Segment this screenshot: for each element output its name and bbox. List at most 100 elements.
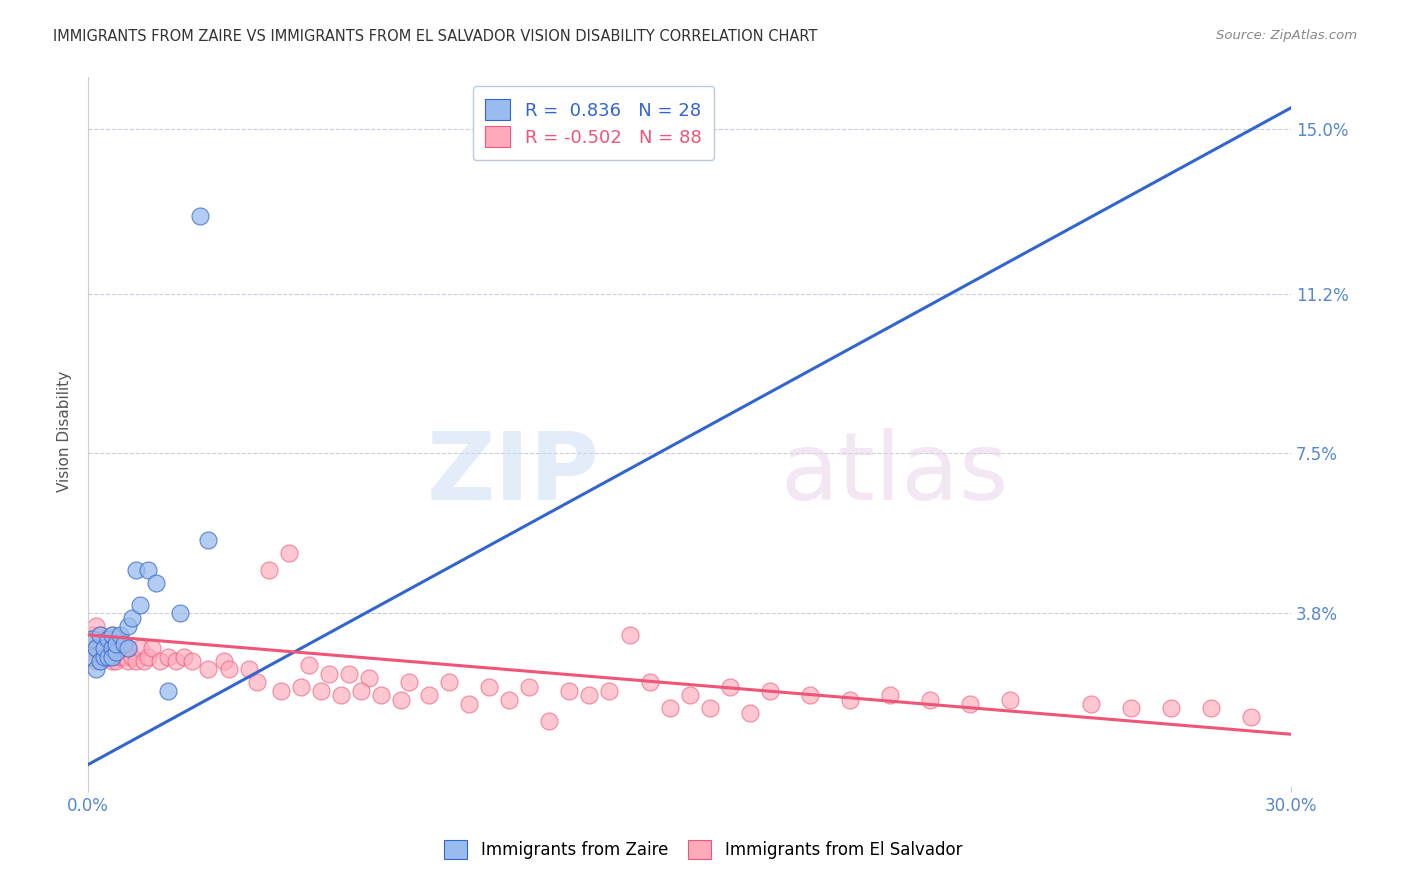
Immigrants from Zaire [84,640,107,655]
Immigrants from Zaire [112,636,135,650]
Immigrants from El Salvador [117,640,139,655]
Immigrants from Zaire [89,628,111,642]
Immigrants from El Salvador [197,663,219,677]
Immigrants from Zaire [84,663,107,677]
Immigrants from El Salvador [105,632,128,647]
Immigrants from El Salvador [398,675,420,690]
Immigrants from El Salvador [1119,701,1142,715]
Immigrants from Zaire [125,563,148,577]
Immigrants from Zaire [82,649,104,664]
Immigrants from El Salvador [149,654,172,668]
Immigrants from El Salvador [93,640,115,655]
Immigrants from El Salvador [110,649,132,664]
Immigrants from El Salvador [84,632,107,647]
Immigrants from El Salvador [181,654,204,668]
Immigrants from El Salvador [329,689,352,703]
Immigrants from Zaire [93,649,115,664]
Immigrants from El Salvador [112,649,135,664]
Immigrants from El Salvador [257,563,280,577]
Immigrants from El Salvador [112,640,135,655]
Immigrants from El Salvador [350,684,373,698]
Immigrants from El Salvador [498,692,520,706]
Immigrants from El Salvador [101,628,124,642]
Immigrants from El Salvador [101,654,124,668]
Immigrants from Zaire [93,640,115,655]
Immigrants from El Salvador [619,628,641,642]
Immigrants from Zaire [117,619,139,633]
Immigrants from Zaire [97,649,120,664]
Immigrants from El Salvador [738,706,761,720]
Immigrants from El Salvador [1160,701,1182,715]
Immigrants from El Salvador [97,632,120,647]
Immigrants from El Salvador [270,684,292,698]
Immigrants from Zaire [105,636,128,650]
Immigrants from El Salvador [125,654,148,668]
Y-axis label: Vision Disability: Vision Disability [58,371,72,492]
Immigrants from El Salvador [478,680,501,694]
Text: ZIP: ZIP [426,428,599,520]
Immigrants from El Salvador [1080,697,1102,711]
Immigrants from El Salvador [165,654,187,668]
Immigrants from El Salvador [97,640,120,655]
Immigrants from El Salvador [538,714,561,729]
Immigrants from El Salvador [959,697,981,711]
Immigrants from El Salvador [1240,710,1263,724]
Immigrants from El Salvador [93,649,115,664]
Immigrants from El Salvador [1000,692,1022,706]
Immigrants from El Salvador [418,689,440,703]
Immigrants from El Salvador [517,680,540,694]
Immigrants from El Salvador [370,689,392,703]
Immigrants from El Salvador [218,663,240,677]
Immigrants from El Salvador [89,645,111,659]
Legend: R =  0.836   N = 28, R = -0.502   N = 88: R = 0.836 N = 28, R = -0.502 N = 88 [472,87,714,160]
Immigrants from Zaire [89,654,111,668]
Immigrants from El Salvador [84,640,107,655]
Immigrants from El Salvador [157,649,180,664]
Immigrants from Zaire [169,607,191,621]
Immigrants from El Salvador [437,675,460,690]
Immigrants from El Salvador [117,654,139,668]
Immigrants from El Salvador [84,619,107,633]
Immigrants from El Salvador [129,640,152,655]
Immigrants from Zaire [197,533,219,547]
Immigrants from El Salvador [93,632,115,647]
Immigrants from El Salvador [1199,701,1222,715]
Immigrants from El Salvador [214,654,236,668]
Immigrants from El Salvador [598,684,620,698]
Immigrants from Zaire [97,632,120,647]
Immigrants from Zaire [190,209,212,223]
Immigrants from El Salvador [718,680,741,694]
Immigrants from Zaire [82,632,104,647]
Immigrants from El Salvador [173,649,195,664]
Immigrants from Zaire [101,640,124,655]
Immigrants from El Salvador [89,636,111,650]
Immigrants from El Salvador [357,671,380,685]
Immigrants from El Salvador [82,628,104,642]
Immigrants from El Salvador [309,684,332,698]
Immigrants from El Salvador [638,675,661,690]
Immigrants from Zaire [136,563,159,577]
Immigrants from Zaire [157,684,180,698]
Immigrants from El Salvador [97,649,120,664]
Immigrants from El Salvador [105,640,128,655]
Immigrants from Zaire [101,628,124,642]
Immigrants from Zaire [105,645,128,659]
Immigrants from El Salvador [82,649,104,664]
Immigrants from El Salvador [799,689,821,703]
Immigrants from El Salvador [245,675,267,690]
Immigrants from El Salvador [337,666,360,681]
Immigrants from Zaire [117,640,139,655]
Immigrants from Zaire [129,598,152,612]
Immigrants from El Salvador [134,654,156,668]
Text: atlas: atlas [780,428,1008,520]
Immigrants from El Salvador [290,680,312,694]
Immigrants from El Salvador [318,666,340,681]
Immigrants from El Salvador [136,649,159,664]
Immigrants from El Salvador [389,692,412,706]
Immigrants from El Salvador [759,684,782,698]
Immigrants from El Salvador [84,654,107,668]
Immigrants from Zaire [110,628,132,642]
Immigrants from El Salvador [89,654,111,668]
Immigrants from El Salvador [89,628,111,642]
Text: Source: ZipAtlas.com: Source: ZipAtlas.com [1216,29,1357,43]
